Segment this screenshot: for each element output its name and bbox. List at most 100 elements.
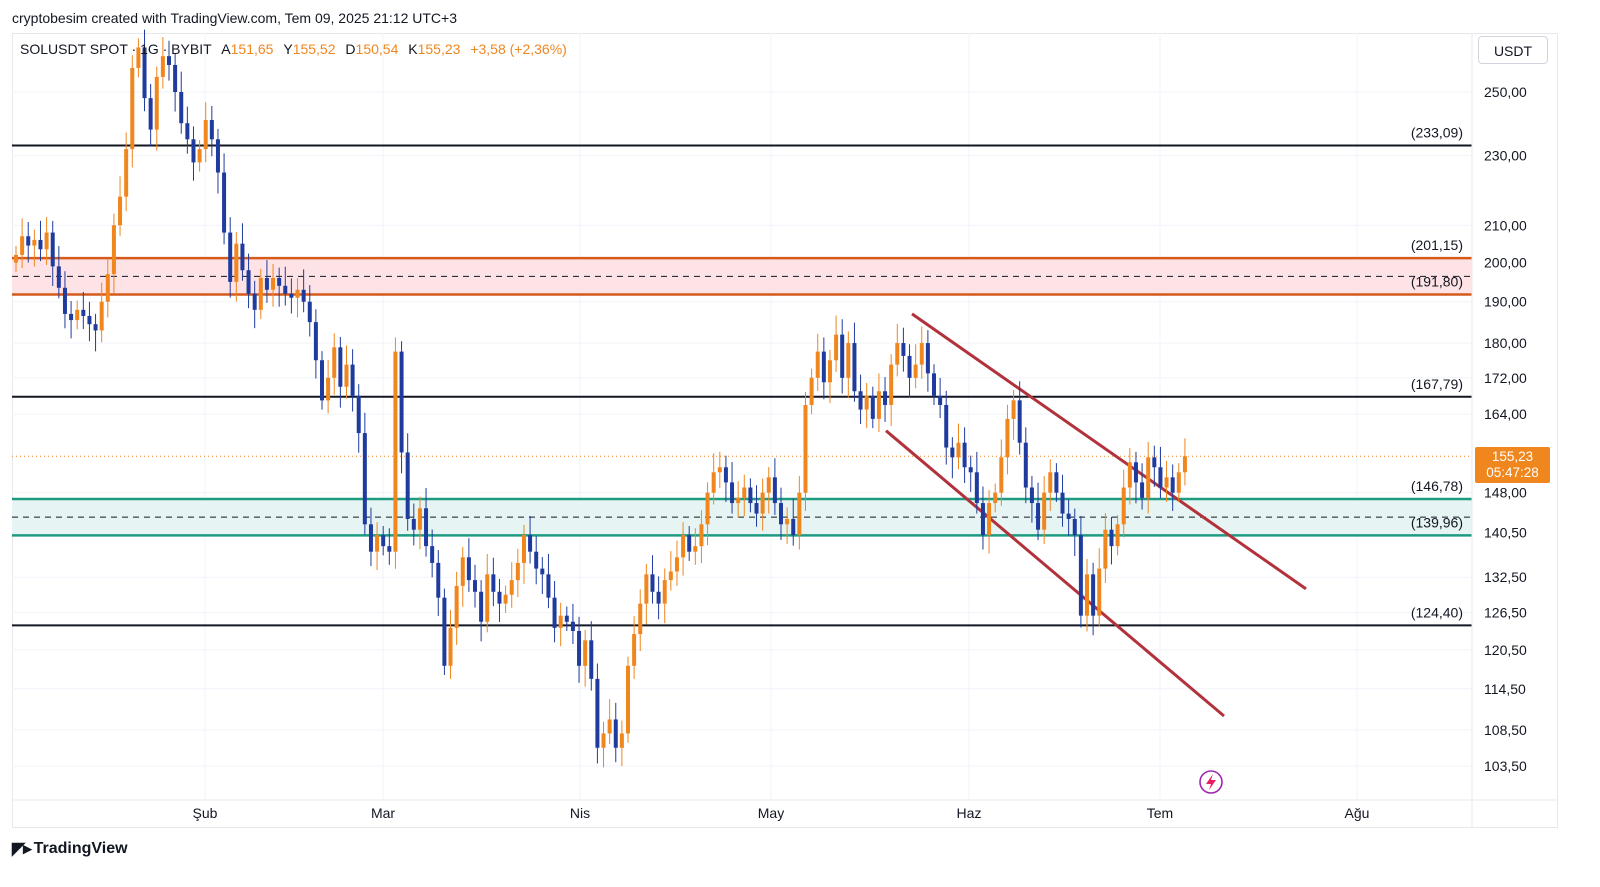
candle-down — [50, 232, 55, 267]
candle-up — [203, 120, 208, 150]
attribution-text: cryptobesim created with TradingView.com… — [12, 10, 457, 26]
level-label: (139,96) — [1411, 514, 1463, 530]
candle-down — [350, 364, 355, 396]
candle-down — [1140, 482, 1145, 498]
candle-down — [362, 433, 367, 525]
change-value: +3,58 (+2,36%) — [470, 41, 567, 57]
candle-down — [589, 640, 594, 679]
candle-up — [785, 518, 790, 525]
level-label: (201,15) — [1411, 237, 1463, 253]
candle-up — [32, 239, 37, 246]
candle-down — [252, 293, 257, 310]
candle-down — [1066, 513, 1071, 519]
candle-up — [956, 442, 961, 458]
candle-up — [742, 487, 747, 498]
candle-down — [925, 343, 930, 374]
time-tick-label: Ağu — [1345, 805, 1370, 821]
candle-up — [118, 196, 123, 226]
close-label: K — [408, 41, 418, 57]
candle-up — [558, 615, 563, 628]
candle-down — [613, 719, 618, 748]
descending-channel — [885, 312, 1307, 718]
time-tick-label: Tem — [1147, 805, 1173, 821]
candle-up — [1005, 418, 1010, 458]
candle-down — [307, 301, 312, 323]
candle-down — [283, 285, 288, 294]
chart-area[interactable] — [12, 33, 1558, 828]
level-label: (191,80) — [1411, 274, 1463, 290]
candle-up — [626, 665, 630, 734]
candle-up — [1048, 472, 1053, 493]
candle-down — [148, 98, 153, 130]
candle-down — [907, 355, 912, 378]
candle-down — [1054, 472, 1059, 493]
low-value: 150,54 — [355, 41, 399, 57]
price-tick-label: 200,00 — [1484, 255, 1527, 271]
candle-up — [344, 364, 349, 387]
candle-down — [974, 472, 979, 504]
candle-down — [730, 482, 735, 504]
symbol-name[interactable]: SOLUSDT SPOT · 1G · BYBIT — [20, 41, 212, 57]
candle-down — [534, 551, 539, 569]
candle-down — [313, 322, 318, 361]
candle-up — [803, 404, 808, 493]
candle-down — [1158, 467, 1163, 488]
candle-up — [124, 149, 129, 197]
candle-up — [130, 67, 135, 150]
time-axis: Şub Mar Nis May Haz Tem Ağu — [12, 33, 1557, 828]
candle-up — [699, 524, 704, 547]
candle-up — [644, 574, 649, 604]
candle-up — [44, 232, 49, 250]
tradingview-logo-text: TradingView — [33, 840, 128, 857]
candle-down — [424, 508, 429, 547]
candle-down — [173, 64, 178, 92]
candle-down — [962, 442, 967, 468]
candle-up — [1176, 472, 1181, 493]
candle-up — [503, 594, 508, 604]
candle-down — [81, 309, 86, 316]
candle-down — [1109, 529, 1114, 547]
candle-up — [515, 562, 520, 581]
candle-down — [473, 580, 477, 592]
candle-down — [87, 315, 92, 325]
candle-up — [258, 277, 263, 310]
candle-down — [901, 343, 906, 356]
candle-up — [1115, 524, 1120, 547]
candle-down — [26, 236, 31, 246]
candle-down — [791, 518, 796, 536]
candle-down — [442, 597, 447, 666]
candle-up — [271, 277, 276, 290]
candle-up — [760, 492, 765, 514]
candle-down — [356, 395, 361, 434]
candle-down — [754, 503, 759, 514]
candle-down — [185, 123, 190, 140]
candle-up — [876, 391, 881, 419]
last-price-badge: 155,23 05:47:28 — [1475, 447, 1550, 483]
candle-down — [246, 270, 251, 294]
candle-up — [919, 343, 924, 365]
price-tick-label: 250,00 — [1484, 84, 1527, 100]
candle-down — [1152, 457, 1157, 468]
candle-up — [111, 225, 116, 275]
tradingview-logo-icon: ◤▸ — [12, 839, 32, 858]
candle-down — [840, 334, 845, 378]
tradingview-logo[interactable]: ◤▸ TradingView — [12, 839, 128, 859]
candle-down — [1091, 574, 1096, 616]
last-price: 155,23 — [1491, 449, 1534, 464]
candle-down — [650, 574, 655, 592]
close-value: 155,23 — [417, 41, 461, 57]
candle-down — [215, 139, 220, 173]
candle-down — [656, 591, 661, 604]
candle-down — [950, 447, 955, 458]
candle-up — [681, 535, 686, 558]
currency-selector[interactable]: USDT — [1478, 36, 1548, 64]
candle-up — [295, 289, 300, 298]
candle-down — [338, 347, 343, 387]
level-label: (146,78) — [1411, 478, 1463, 494]
candle-down — [497, 591, 502, 604]
candle-up — [999, 457, 1004, 493]
candle-up — [1164, 477, 1169, 488]
candle-down — [38, 239, 43, 250]
candle-up — [136, 47, 141, 68]
